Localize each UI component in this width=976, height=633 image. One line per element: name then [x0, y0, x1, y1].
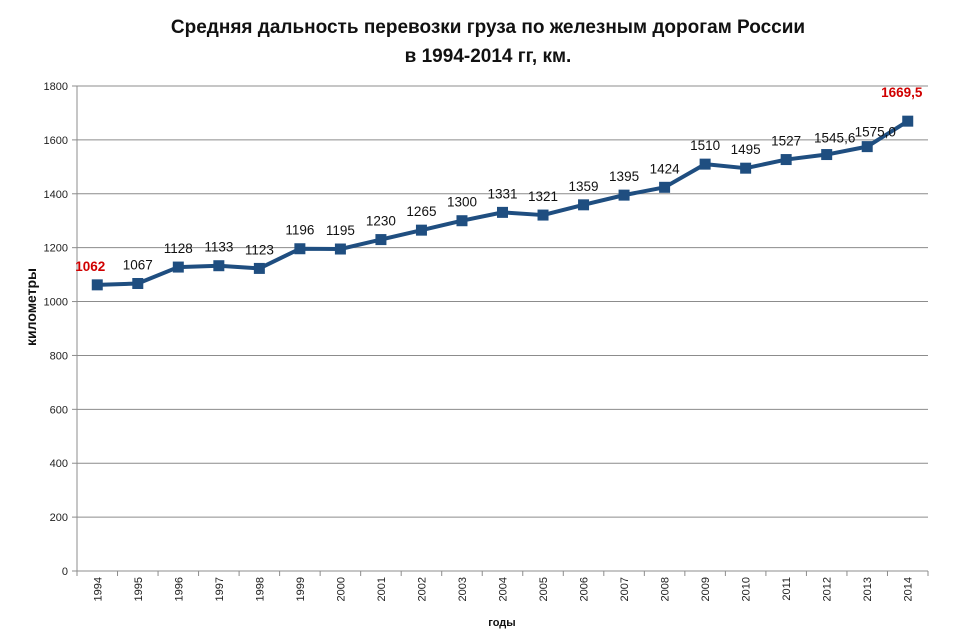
data-label: 1669,5	[881, 85, 923, 100]
y-tick-label: 800	[50, 350, 68, 362]
data-label: 1195	[326, 223, 355, 238]
x-tick-label: 2011	[781, 577, 793, 601]
y-tick-label: 600	[50, 404, 68, 416]
data-labels: 1062 1067 1128 1133 1123 1196 1195 1230 1265 1300…	[75, 85, 923, 274]
data-point-marker	[861, 141, 873, 153]
gridlines	[77, 85, 928, 518]
y-tick-label: 1800	[44, 81, 68, 93]
y-tick-label: 400	[50, 458, 68, 470]
data-point-marker	[253, 262, 265, 274]
x-tick-label: 1994	[92, 577, 104, 601]
data-point-marker	[821, 149, 833, 161]
data-point-marker	[699, 158, 711, 170]
data-point-marker	[618, 189, 630, 201]
chart-title: Средняя дальность перевозки груза по жел…	[171, 17, 805, 67]
x-axis-ticks: 1994 1995 1996 1997 1998 1999 2000 2001 2002 2003…	[76, 571, 929, 601]
data-label: 1510	[690, 138, 720, 153]
x-tick-label: 2003	[457, 577, 469, 601]
x-tick-label: 2008	[660, 577, 672, 601]
data-point-marker	[415, 224, 427, 236]
series-markers	[91, 115, 914, 291]
x-tick-label: 1998	[254, 577, 266, 601]
y-tick-label: 0	[62, 566, 68, 578]
y-tick-label: 200	[50, 512, 68, 524]
x-tick-label: 2004	[498, 577, 510, 601]
data-point-marker	[497, 206, 508, 218]
data-label: 1123	[245, 242, 274, 257]
y-tick-label: 1400	[44, 189, 68, 201]
data-label: 1230	[366, 214, 396, 229]
data-label: 1359	[569, 179, 599, 194]
data-label: 1128	[164, 241, 193, 256]
x-axis-label: годы	[488, 617, 515, 629]
data-label: 1265	[406, 204, 436, 219]
x-tick-label: 2002	[416, 577, 428, 601]
data-label: 1062	[75, 259, 105, 274]
data-point-marker	[375, 234, 387, 246]
x-tick-label: 1997	[214, 577, 226, 601]
data-point-marker	[456, 215, 468, 227]
x-tick-label: 2001	[376, 577, 388, 601]
data-point-marker	[172, 261, 184, 273]
data-label: 1067	[123, 258, 153, 273]
x-tick-label: 2014	[903, 577, 915, 601]
data-point-marker	[659, 181, 671, 193]
x-tick-label: 2013	[862, 577, 874, 601]
data-label: 1545,6	[814, 131, 855, 146]
x-tick-label: 2012	[822, 577, 834, 601]
data-label: 1321	[528, 189, 558, 204]
data-point-marker	[780, 154, 792, 166]
x-tick-label: 1996	[173, 577, 185, 601]
data-label: 1395	[609, 169, 639, 184]
data-label: 1196	[285, 223, 314, 238]
chart-title-line-1: Средняя дальность перевозки груза по жел…	[171, 17, 805, 38]
data-label: 1300	[447, 195, 477, 210]
data-point-marker	[294, 243, 306, 255]
data-label: 1527	[771, 134, 801, 149]
x-tick-label: 1999	[295, 577, 307, 601]
data-label: 1495	[731, 142, 761, 157]
y-tick-label: 1600	[44, 135, 68, 147]
data-label: 1575,0	[855, 125, 896, 140]
data-label: 1331	[487, 186, 517, 201]
data-label: 1424	[650, 161, 681, 176]
x-tick-label: 2000	[335, 577, 347, 601]
chart-title-line-2: в 1994-2014 гг, км.	[405, 46, 572, 67]
y-axis-ticks: 0 200 400 600 800 1000 1200 1400 1600 1800	[44, 81, 77, 578]
x-tick-label: 2010	[741, 577, 753, 601]
data-point-marker	[132, 278, 144, 290]
x-tick-label: 2006	[579, 577, 591, 601]
data-label: 1133	[204, 240, 233, 255]
data-point-marker	[91, 279, 103, 291]
y-tick-label: 1200	[44, 243, 68, 255]
data-point-marker	[537, 209, 549, 221]
data-point-marker	[213, 260, 225, 272]
data-point-marker	[334, 243, 346, 255]
x-tick-label: 2007	[619, 577, 631, 601]
x-tick-label: 2005	[538, 577, 550, 601]
x-tick-label: 2009	[700, 577, 712, 601]
y-tick-label: 1000	[44, 297, 68, 309]
data-point-marker	[578, 199, 590, 211]
x-tick-label: 1995	[133, 577, 145, 601]
data-point-marker	[902, 115, 914, 127]
data-point-marker	[740, 162, 752, 174]
y-axis-label: километры	[23, 268, 39, 346]
